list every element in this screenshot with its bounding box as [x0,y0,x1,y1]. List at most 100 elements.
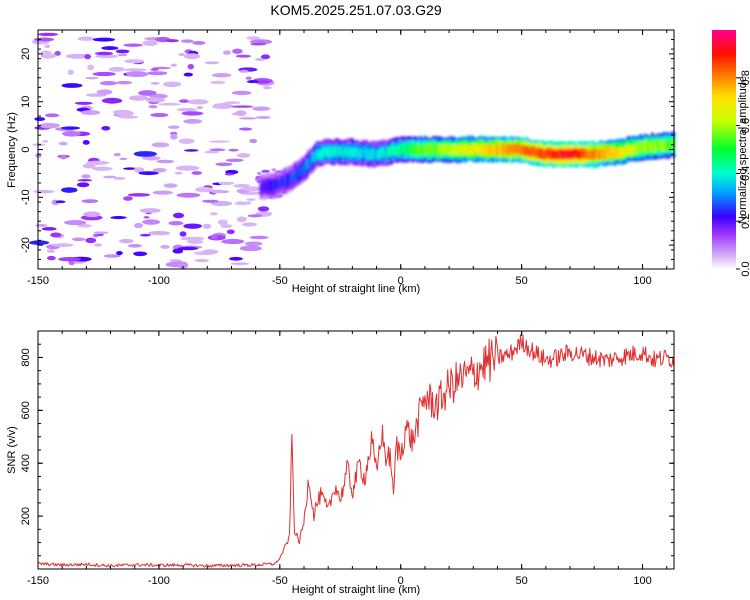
spectrogram-ridge-core [536,147,540,158]
spectrogram-ridge-core [333,146,337,157]
spectrogram-noise-cell [195,186,214,193]
spectrogram-noise-cell [77,36,95,41]
spectrogram-noise-cell [123,196,133,201]
spectrogram-noise-cell [261,169,270,173]
spectrogram-noise-cell [241,222,257,227]
spectrogram-ridge-core [601,148,605,158]
spectrogram-noise-cell [45,113,60,118]
spectrogram-ridge-core [501,144,505,155]
spectrogram-noise-cell [133,151,157,157]
spectrogram-ridge-core [603,149,606,160]
spectrogram-ridge-core [359,148,363,159]
spectrogram-x-tick-label: -50 [272,275,288,287]
spectrogram-ridge-core [324,147,328,157]
spectrogram-ridge-core [625,145,628,156]
spectrogram-ridge-core [332,146,335,156]
spectrogram-ridge-core [494,144,498,155]
spectrogram-y-axis-label: Frequency (Hz) [6,112,18,188]
spectrogram-ridge-core [519,144,522,155]
spectrogram-noise-cell [129,95,149,101]
spectrogram-noise-cell [256,171,262,175]
spectrogram-ridge-core [459,143,463,154]
spectrogram-noise-cell [246,36,261,40]
spectrogram-noise-cell [204,61,220,65]
spectrogram-noise-cell [148,105,158,109]
spectrogram-noise-cell [238,127,253,131]
spectrogram-ridge-core [291,173,294,184]
spectrogram-noise-cell [210,80,226,85]
snr-x-tick-label: -100 [148,575,170,587]
spectrogram-ridge-core [564,149,567,159]
spectrogram-ridge-core [311,152,315,162]
spectrogram-noise-cell [255,116,271,119]
spectrogram-ridge-core [316,149,319,160]
spectrogram-ridge-core [330,147,334,157]
spectrogram-noise-cell [204,150,219,154]
snr-x-tick-label: 0 [398,575,404,587]
spectrogram-ridge-core [413,145,416,155]
spectrogram-ridge-core [580,148,583,158]
spectrogram-ridge-core [517,145,521,155]
spectrogram-ridge-core [271,180,274,191]
spectrogram-ridge-core [572,148,576,159]
spectrogram-ridge-core [546,148,550,158]
spectrogram-noise-cell [97,233,104,237]
spectrogram-ridge-core [387,147,390,157]
snr-x-tick-label: -150 [27,575,49,587]
snr-y-tick-label: 600 [20,401,32,419]
spectrogram-noise-cell [119,238,134,244]
spectrogram-ridge-core [652,142,656,153]
spectrogram-ridge-core [455,144,458,155]
spectrogram-ridge-core [452,145,456,155]
spectrogram-y-ticks: -20 -10 0 10 20 [20,29,674,270]
spectrogram-noise-cell [271,168,277,172]
spectrogram-ridge-core [390,145,393,155]
spectrogram-ridge-core [297,169,300,180]
spectrogram-ridge-core [594,149,598,159]
spectrogram-ridge-core [305,159,309,169]
spectrogram-ridge-core [658,139,662,150]
spectrogram-ridge-core [599,148,602,159]
spectrogram-ridge-core [535,147,538,158]
spectrogram-ridge-core [313,152,316,162]
spectrogram-ridge-core [471,143,474,153]
spectrogram-ridge-core [620,147,624,158]
spectrogram-noise-cell [257,80,270,84]
spectrogram-ridge-core [461,144,464,154]
spectrogram-ridge-core [327,148,331,159]
spectrogram-ridge-core [569,149,573,160]
spectrogram-noise-cell [177,262,189,269]
spectrogram-ridge-core [308,157,312,167]
spectrogram-ridge-core [362,146,366,157]
spectrogram-noise-cell [133,251,148,257]
spectrogram-noise-cell [150,68,159,71]
spectrogram-ridge-core [583,148,586,159]
spectrogram-ridge-core [292,170,296,181]
spectrogram-ridge-core [468,146,472,156]
spectrogram-ridge-core [506,144,509,154]
snr-x-ticks: -150 -100 -50 0 50 100 [27,331,668,587]
snr-y-tick-label: 800 [20,348,32,366]
spectrogram-ridge-core [350,148,354,158]
spectrogram-ridge-core [485,145,489,156]
spectrogram-ridge-core [361,147,364,158]
spectrogram-ridge-core [266,182,270,192]
spectrogram-ridge-core [540,149,544,160]
spectrogram-ridge-core [632,145,635,155]
spectrogram-noise-cell [139,233,151,237]
spectrogram-noise-cell [82,139,90,145]
spectrogram-ridge-core [609,147,612,158]
spectrogram-ridge-core [472,144,476,155]
spectrogram-ridge-core [617,148,621,158]
spectrogram-ridge-core [568,149,572,159]
spectrogram-ridge-core [543,150,547,160]
spectrogram-noise-cell [123,167,137,170]
spectrogram-ridge-core [416,145,419,155]
spectrogram-ridge-core [368,149,371,160]
spectrogram-noise-cell [156,159,175,164]
spectrogram-ridge-core [427,143,431,154]
spectrogram-noise-cell [116,110,135,117]
spectrogram-noise-cell [175,165,200,171]
spectrogram-noise-cell [176,107,198,112]
spectrogram-ridge-core [628,145,631,156]
